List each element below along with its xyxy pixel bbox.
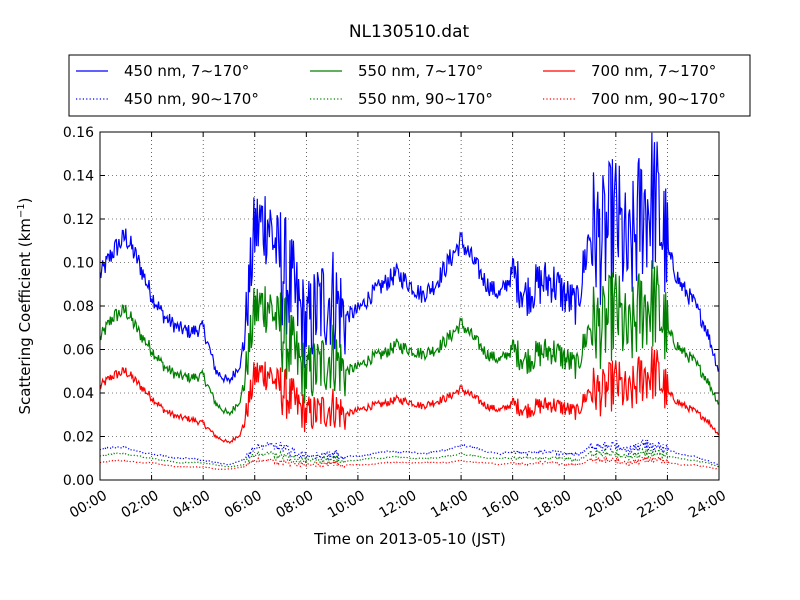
chart-title: NL130510.dat	[349, 22, 470, 42]
series-lines	[99, 132, 720, 471]
y-tick-label: 0.04	[63, 386, 94, 402]
y-tick-label: 0.00	[63, 473, 94, 489]
series-line	[99, 438, 720, 466]
y-axis-label-close: )	[16, 197, 34, 203]
y-tick-label: 0.10	[63, 256, 94, 272]
series-line	[99, 454, 720, 471]
legend-frame	[68, 54, 751, 117]
legend: 450 nm, 7∼170° 450 nm, 90∼170° 550 nm, 7∼1…	[68, 54, 751, 117]
x-axis-label: Time on 2013-05-10 (JST)	[313, 530, 506, 548]
y-axis-label-exponent: −1	[16, 203, 27, 218]
legend-label: 550 nm, 7∼170°	[358, 62, 483, 80]
legend-label: 700 nm, 7∼170°	[591, 62, 716, 80]
y-tick-label: 0.06	[63, 343, 94, 359]
series-line	[99, 346, 720, 445]
y-tick-label: 0.16	[63, 125, 94, 141]
axis-ticks	[99, 131, 720, 481]
y-tick-label: 0.14	[63, 169, 94, 185]
legend-label: 550 nm, 90∼170°	[358, 90, 493, 108]
legend-label: 450 nm, 7∼170°	[124, 62, 249, 80]
legend-label: 700 nm, 90∼170°	[591, 90, 726, 108]
y-tick-label: 0.12	[63, 212, 94, 228]
y-axis-label: Scattering Coefficient (km−1)	[16, 197, 34, 414]
series-line	[99, 132, 720, 385]
plot-area	[99, 131, 720, 481]
y-tick-label: 0.02	[63, 430, 94, 446]
legend-label: 450 nm, 90∼170°	[124, 90, 259, 108]
y-tick-labels: 0.00 0.02 0.04 0.06 0.08 0.10 0.12 0.14 0.16	[63, 125, 94, 489]
series-line	[99, 260, 720, 417]
y-tick-label: 0.08	[63, 299, 94, 315]
y-axis-label-main: Scattering Coefficient (km	[16, 218, 34, 414]
